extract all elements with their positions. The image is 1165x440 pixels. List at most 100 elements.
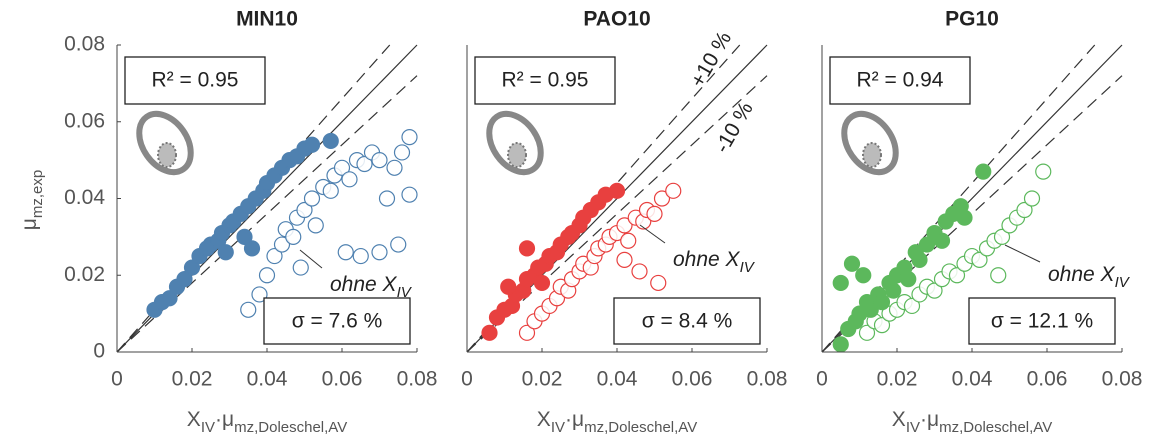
scatter-point — [903, 297, 921, 315]
label-part: μ — [927, 408, 939, 431]
axis-label: XIV·μmz,Doleschel,AV — [892, 408, 1052, 437]
x-tick-label: 0.02 — [877, 368, 918, 391]
scatter-point — [251, 286, 268, 303]
y-tick-label: 0.04 — [64, 186, 105, 209]
leader-line — [299, 249, 323, 269]
sigma-label: σ = 8.4 % — [642, 310, 733, 333]
scatter-point — [273, 236, 291, 253]
gear-icon — [862, 142, 882, 168]
y-tick-label: 0 — [93, 340, 105, 363]
label-part: X — [892, 408, 906, 431]
scatter-point — [240, 301, 257, 318]
scatter-point — [620, 232, 637, 249]
scatter-point — [176, 270, 193, 288]
scatter-point — [337, 244, 354, 261]
gear-icon — [157, 142, 177, 168]
scatter-point — [303, 136, 321, 153]
label-part: IV — [397, 284, 413, 301]
panel: MIN10 0 0.02 0.04 0.06 0.08 0 0.02 0.04 0.06 0.08 X… — [18, 8, 438, 437]
scatter-point — [855, 267, 872, 284]
label-part: mz,Doleschel,AV — [584, 419, 697, 436]
scatter-point — [862, 301, 879, 318]
scatter-point — [307, 217, 324, 234]
annotation-box — [968, 297, 1116, 345]
label-part: · — [565, 408, 572, 431]
scatter-point — [1035, 163, 1052, 180]
ohne-label: ohne XIV — [330, 273, 413, 302]
scatter-point — [371, 244, 388, 261]
label-part: X — [537, 408, 551, 431]
line-annotation: +10 % — [686, 28, 736, 92]
scatter-point — [608, 182, 626, 199]
scatter-point — [518, 240, 536, 257]
scatter-point — [956, 209, 973, 226]
x-tick-label: 0.06 — [1027, 368, 1068, 391]
scatter-point — [285, 228, 302, 245]
scatter-point — [378, 190, 396, 207]
scatter-point — [518, 324, 536, 341]
label-part: μ — [572, 408, 584, 431]
x-tick-label: 0.02 — [522, 368, 563, 391]
x-tick-label: 0.02 — [172, 368, 213, 391]
annotation-box — [474, 56, 616, 105]
axis-label: XIV·μmz,Doleschel,AV — [537, 408, 697, 437]
scatter-point — [650, 274, 667, 292]
scatter-point — [296, 201, 313, 219]
label-part: · — [920, 408, 927, 431]
label-part: mz,Doleschel,AV — [234, 419, 347, 436]
panel-title: PAO10 — [583, 8, 650, 31]
label-part: μ — [18, 218, 41, 230]
sigma-label: σ = 12.1 % — [991, 310, 1093, 333]
label-part: mz,Doleschel,AV — [939, 419, 1052, 436]
x-tick-label: 0.04 — [247, 368, 288, 391]
scatter-point — [393, 144, 411, 161]
scatter-point — [533, 274, 551, 292]
scatter-point — [933, 232, 951, 249]
x-tick-label: 0.08 — [1102, 368, 1143, 391]
scatter-point — [352, 247, 369, 265]
scatter-point — [616, 217, 633, 234]
y-tick-label: 0.02 — [64, 263, 105, 286]
scatter-point — [401, 186, 418, 203]
scatter-point — [322, 132, 339, 150]
label-part: IV — [551, 419, 565, 436]
x-tick-label: 0 — [461, 368, 473, 391]
axis-label: μmz,exp — [18, 170, 47, 230]
scatter-point — [993, 228, 1011, 245]
scatter-point — [832, 274, 849, 292]
scatter-point — [341, 171, 358, 188]
scatter-point — [386, 159, 403, 176]
scatter-point — [183, 259, 201, 276]
scatter-point — [401, 129, 418, 146]
scatter-point — [161, 290, 178, 307]
x-tick-label: 0.08 — [747, 368, 788, 391]
scatter-point — [243, 240, 261, 257]
scatter-point — [653, 190, 671, 207]
leader-line — [639, 224, 666, 244]
scatter-point — [918, 236, 936, 253]
label-part: IV — [906, 419, 920, 436]
annotation-box — [613, 297, 761, 345]
gear-icon — [486, 110, 544, 176]
scatter-point — [390, 236, 407, 253]
scatter-point — [885, 282, 902, 299]
label-part: ohne X — [330, 273, 398, 296]
scatter-point — [371, 152, 388, 169]
label-part: mz,exp — [29, 170, 46, 218]
scatter-point — [873, 294, 891, 311]
x-tick-label: 0.04 — [597, 368, 638, 391]
scatter-point — [873, 317, 891, 334]
scatter-point — [858, 324, 876, 341]
label-part: X — [187, 408, 201, 431]
scatter-point — [926, 282, 943, 299]
scatter-point — [616, 251, 633, 268]
x-tick-label: 0.04 — [952, 368, 993, 391]
label-part: IV — [1115, 274, 1131, 291]
panel-title: PG10 — [945, 8, 999, 31]
r2-label: R² = 0.95 — [152, 69, 239, 92]
scatter-point — [843, 255, 861, 272]
x-tick-label: 0.08 — [397, 368, 438, 391]
x-tick-label: 0.06 — [322, 368, 363, 391]
